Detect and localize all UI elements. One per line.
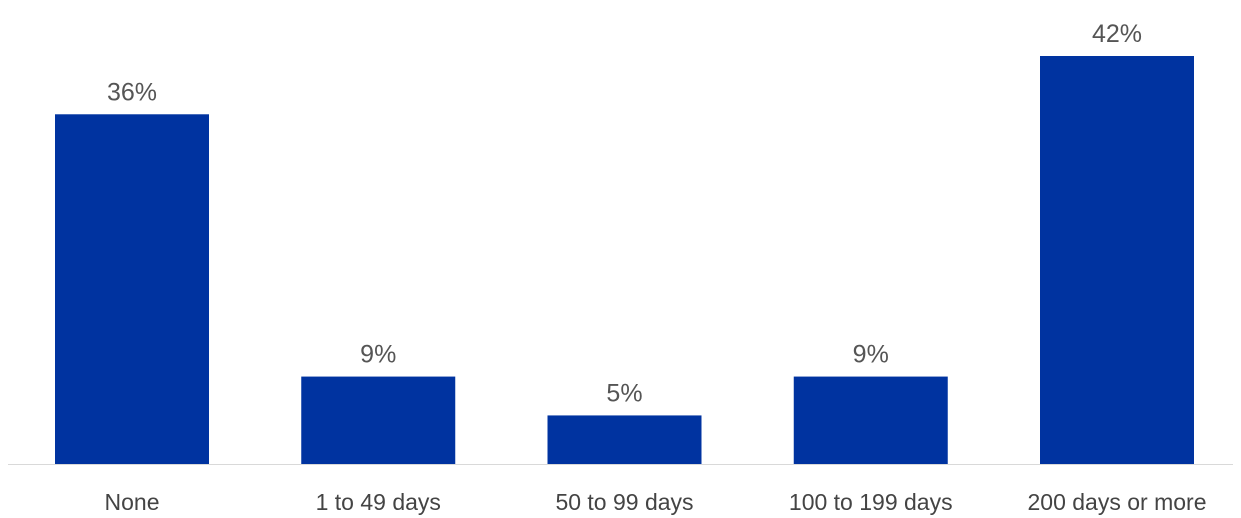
- bar-2: [547, 415, 702, 464]
- bar-3: [793, 376, 948, 464]
- value-label-3: 9%: [853, 341, 889, 369]
- value-label-0: 36%: [107, 78, 157, 106]
- category-labels-group: None 1 to 49 days 50 to 99 days 100 to 199 …: [105, 489, 1207, 515]
- category-label-1: 1 to 49 days: [316, 489, 441, 515]
- category-label-4: 200 days or more: [1028, 489, 1207, 515]
- value-labels-group: 36% 9% 5% 9% 42%: [107, 20, 1142, 407]
- value-label-2: 5%: [606, 379, 642, 407]
- bar-1: [301, 376, 456, 464]
- bars-group: [55, 56, 1194, 465]
- category-label-2: 50 to 99 days: [555, 489, 693, 515]
- category-label-0: None: [105, 489, 160, 515]
- category-label-3: 100 to 199 days: [789, 489, 953, 515]
- bar-4: [1040, 56, 1194, 464]
- value-label-4: 42%: [1092, 20, 1142, 48]
- bar-0: [55, 114, 209, 465]
- value-label-1: 9%: [360, 341, 396, 369]
